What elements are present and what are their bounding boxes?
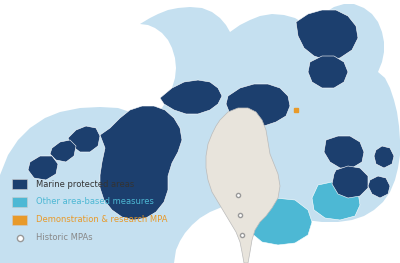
Polygon shape bbox=[308, 56, 348, 88]
Polygon shape bbox=[374, 146, 394, 168]
Text: Other area-based measures: Other area-based measures bbox=[36, 198, 154, 206]
Polygon shape bbox=[0, 4, 400, 263]
Polygon shape bbox=[28, 156, 58, 180]
Polygon shape bbox=[206, 108, 280, 263]
Polygon shape bbox=[50, 140, 76, 162]
Polygon shape bbox=[296, 10, 358, 60]
Polygon shape bbox=[368, 176, 390, 198]
Bar bbox=[12, 197, 27, 207]
Bar bbox=[12, 215, 27, 225]
Polygon shape bbox=[160, 80, 222, 114]
Text: Marine protected areas: Marine protected areas bbox=[36, 180, 134, 189]
Bar bbox=[12, 179, 27, 189]
Polygon shape bbox=[226, 84, 290, 126]
Polygon shape bbox=[100, 106, 182, 220]
Polygon shape bbox=[312, 182, 360, 220]
Polygon shape bbox=[246, 198, 312, 245]
Text: Historic MPAs: Historic MPAs bbox=[36, 233, 93, 242]
Polygon shape bbox=[332, 166, 368, 198]
Polygon shape bbox=[68, 126, 100, 152]
Polygon shape bbox=[324, 136, 364, 168]
Text: Demonstration & research MPA: Demonstration & research MPA bbox=[36, 215, 168, 224]
